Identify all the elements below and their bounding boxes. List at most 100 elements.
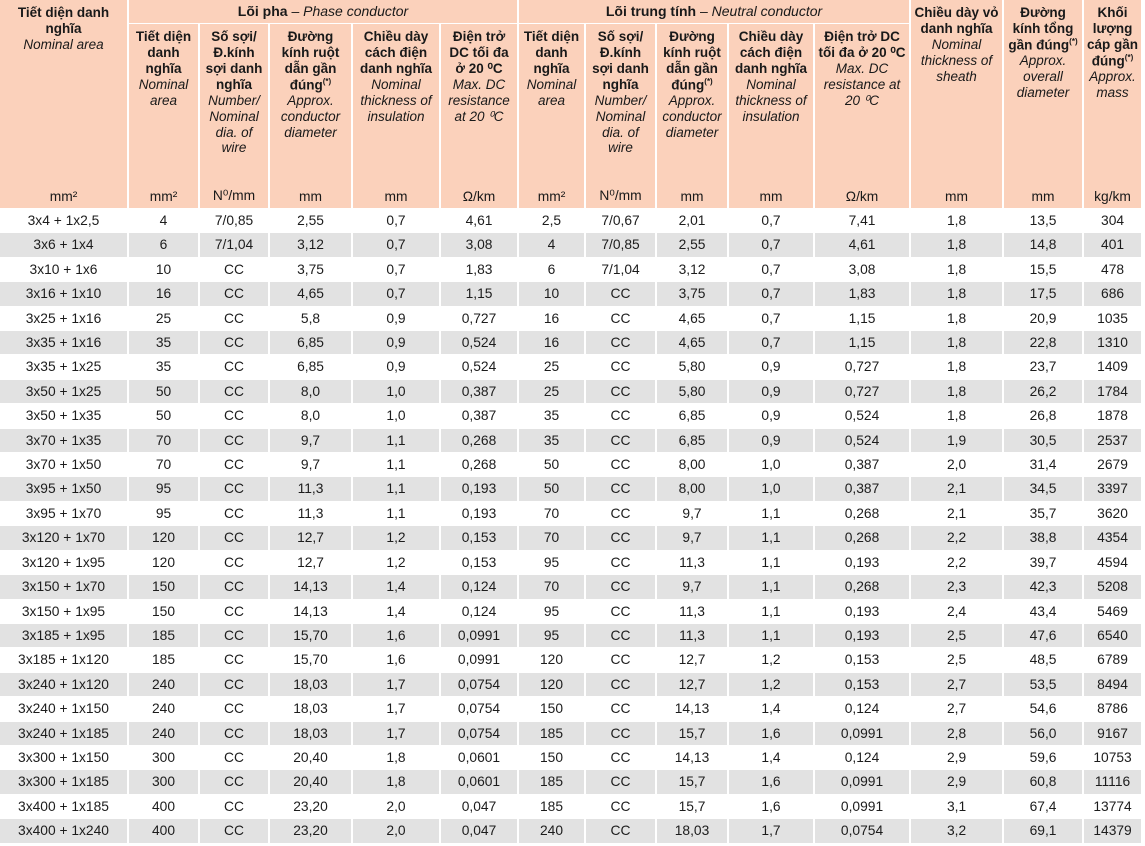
cell-phase-conductor-diameter: 11,3	[270, 477, 351, 501]
header-phase-nominal-area-unit: mm²	[149, 189, 178, 204]
cell-neutral-insulation-thickness: 1,1	[729, 550, 814, 575]
header-neutral-nominal-area-label-vn: Tiết diện danh nghĩa	[522, 29, 581, 77]
cell-phase-conductor-diameter: 12,7	[270, 526, 351, 550]
cell-overall-diameter: 26,2	[1004, 379, 1083, 404]
cell-phase-conductor-diameter: 20,40	[270, 770, 351, 794]
header-group-neutral-conductor-label-en: Neutral conductor	[711, 3, 823, 19]
cell-phase-dc-resistance: 0,0754	[441, 721, 518, 745]
cell-phase-wire-number-diameter: CC	[200, 331, 268, 355]
header-overall-diameter-label-vn-text: Đường kính tổng gần đúng	[1008, 5, 1074, 53]
cell-phase-wire-number-diameter: CC	[200, 599, 268, 623]
cell-neutral-dc-resistance: 7,41	[815, 209, 910, 233]
cell-neutral-conductor-diameter: 8,00	[657, 453, 728, 477]
cell-phase-insulation-thickness: 1,6	[353, 648, 439, 672]
cell-size-designation: 3x400 + 1x185	[0, 794, 127, 819]
cell-mass: 3397	[1084, 477, 1142, 501]
cell-phase-wire-number-diameter: CC	[200, 672, 268, 697]
cell-phase-insulation-thickness: 1,6	[353, 623, 439, 648]
cell-overall-diameter: 48,5	[1004, 648, 1083, 672]
cell-neutral-conductor-diameter: 15,7	[657, 721, 728, 745]
cell-phase-wire-number-diameter: CC	[200, 355, 268, 379]
cell-sheath-thickness: 1,8	[911, 209, 1003, 233]
cell-size-designation: 3x10 + 1x6	[0, 257, 127, 282]
header-neutral-insulation-thickness: Chiều dày cách điện danh nghĩa Nominal th…	[729, 24, 814, 208]
cell-neutral-conductor-diameter: 15,7	[657, 794, 728, 819]
cell-phase-dc-resistance: 0,268	[441, 453, 518, 477]
cell-size-designation: 3x35 + 1x16	[0, 331, 127, 355]
cell-phase-insulation-thickness: 0,9	[353, 306, 439, 331]
cell-neutral-insulation-thickness: 1,0	[729, 453, 814, 477]
cell-size-designation: 3x185 + 1x120	[0, 648, 127, 672]
cell-mass: 9167	[1084, 721, 1142, 745]
cell-phase-wire-number-diameter: CC	[200, 623, 268, 648]
cell-phase-conductor-diameter: 15,70	[270, 648, 351, 672]
cell-phase-dc-resistance: 0,727	[441, 306, 518, 331]
header-group-phase-conductor: Lõi pha – Phase conductor	[129, 0, 518, 23]
cell-neutral-insulation-thickness: 1,1	[729, 599, 814, 623]
cell-overall-diameter: 54,6	[1004, 697, 1083, 721]
header-nominal-area-content: Tiết diện danh nghĩa Nominal area mm²	[0, 0, 127, 208]
header-group-neutral-conductor-separator: –	[696, 3, 712, 19]
header-neutral-wire-number-diameter: Số sợi/ Đ.kính sợi danh nghĩa Number/ Nom…	[586, 24, 656, 208]
table-header: Tiết diện danh nghĩa Nominal area mm² Lõi p…	[0, 0, 1142, 208]
cell-neutral-nominal-area: 6	[519, 257, 585, 282]
cell-phase-dc-resistance: 0,153	[441, 526, 518, 550]
cell-sheath-thickness: 1,8	[911, 331, 1003, 355]
cell-phase-nominal-area: 70	[129, 428, 198, 453]
cell-sheath-thickness: 1,8	[911, 282, 1003, 306]
cell-phase-conductor-diameter: 11,3	[270, 501, 351, 526]
header-neutral-conductor-diameter: Đường kính ruột dẫn gần đúng(*) Approx. c…	[657, 24, 728, 208]
cell-neutral-insulation-thickness: 1,6	[729, 794, 814, 819]
cell-neutral-wire-number-diameter: CC	[586, 599, 656, 623]
header-nominal-area-label-vn: Tiết diện danh nghĩa	[3, 5, 124, 37]
cell-phase-insulation-thickness: 2,0	[353, 819, 439, 843]
table-row: 3x50 + 1x35 50 CC 8,0 1,0 0,387 35 CC 6,85 0,9 0,5…	[0, 404, 1142, 428]
cell-phase-conductor-diameter: 6,85	[270, 331, 351, 355]
cell-neutral-dc-resistance: 0,193	[815, 550, 910, 575]
cell-neutral-nominal-area: 185	[519, 770, 585, 794]
cell-sheath-thickness: 1,8	[911, 355, 1003, 379]
cell-neutral-wire-number-diameter: 7/0,67	[586, 209, 656, 233]
table-row: 3x4 + 1x2,5 4 7/0,85 2,55 0,7 4,61 2,5 7/0,67 2,…	[0, 209, 1142, 233]
cell-phase-dc-resistance: 0,524	[441, 355, 518, 379]
cell-overall-diameter: 67,4	[1004, 794, 1083, 819]
cell-neutral-dc-resistance: 1,83	[815, 282, 910, 306]
header-neutral-insulation-thickness-label-en: Nominal thickness of insulation	[735, 76, 807, 124]
cell-phase-wire-number-diameter: CC	[200, 501, 268, 526]
cell-neutral-wire-number-diameter: CC	[586, 575, 656, 599]
cell-neutral-nominal-area: 35	[519, 404, 585, 428]
cell-phase-insulation-thickness: 0,7	[353, 257, 439, 282]
cell-mass: 478	[1084, 257, 1142, 282]
cell-neutral-conductor-diameter: 8,00	[657, 477, 728, 501]
table-row: 3x35 + 1x25 35 CC 6,85 0,9 0,524 25 CC 5,80 0,9 0,…	[0, 355, 1142, 379]
footnote-marker: (*)	[1124, 52, 1134, 62]
cell-sheath-thickness: 1,8	[911, 233, 1003, 257]
cell-neutral-wire-number-diameter: CC	[586, 331, 656, 355]
cell-overall-diameter: 31,4	[1004, 453, 1083, 477]
header-overall-diameter-label-en: Approx. overall diameter	[1016, 53, 1070, 101]
cell-phase-conductor-diameter: 6,85	[270, 355, 351, 379]
cell-sheath-thickness: 2,8	[911, 721, 1003, 745]
cell-phase-insulation-thickness: 0,9	[353, 355, 439, 379]
header-phase-dc-resistance-content: Điện trở DC tối đa ở 20 ⁰C Max. DC resist…	[441, 24, 517, 208]
cell-neutral-dc-resistance: 0,268	[815, 526, 910, 550]
header-phase-conductor-diameter-label-vn: Đường kính ruột dẫn gần đúng(*)	[273, 29, 348, 93]
cell-phase-insulation-thickness: 2,0	[353, 794, 439, 819]
cell-phase-insulation-thickness: 1,7	[353, 697, 439, 721]
header-phase-dc-resistance-unit: Ω/km	[462, 189, 496, 204]
cell-neutral-wire-number-diameter: CC	[586, 819, 656, 843]
table-row: 3x185 + 1x95 185 CC 15,70 1,6 0,0991 95 CC 11,3 1…	[0, 623, 1142, 648]
cell-size-designation: 3x95 + 1x50	[0, 477, 127, 501]
table-row: 3x25 + 1x16 25 CC 5,8 0,9 0,727 16 CC 4,65 0,7 1,1…	[0, 306, 1142, 331]
cell-phase-dc-resistance: 0,124	[441, 599, 518, 623]
header-neutral-dc-resistance-label-en: Max. DC resistance at 20 ⁰C	[823, 60, 901, 108]
header-neutral-dc-resistance: Điện trở DC tối đa ở 20 ⁰C Max. DC resist…	[815, 24, 910, 208]
header-phase-dc-resistance-label-en: Max. DC resistance at 20 ⁰C	[448, 76, 510, 124]
cell-sheath-thickness: 2,2	[911, 526, 1003, 550]
cell-neutral-conductor-diameter: 2,55	[657, 233, 728, 257]
cell-phase-wire-number-diameter: CC	[200, 477, 268, 501]
header-nominal-area-label-vn-text: Tiết diện danh nghĩa	[17, 5, 110, 36]
cell-phase-nominal-area: 50	[129, 379, 198, 404]
cell-overall-diameter: 17,5	[1004, 282, 1083, 306]
cell-mass: 1409	[1084, 355, 1142, 379]
